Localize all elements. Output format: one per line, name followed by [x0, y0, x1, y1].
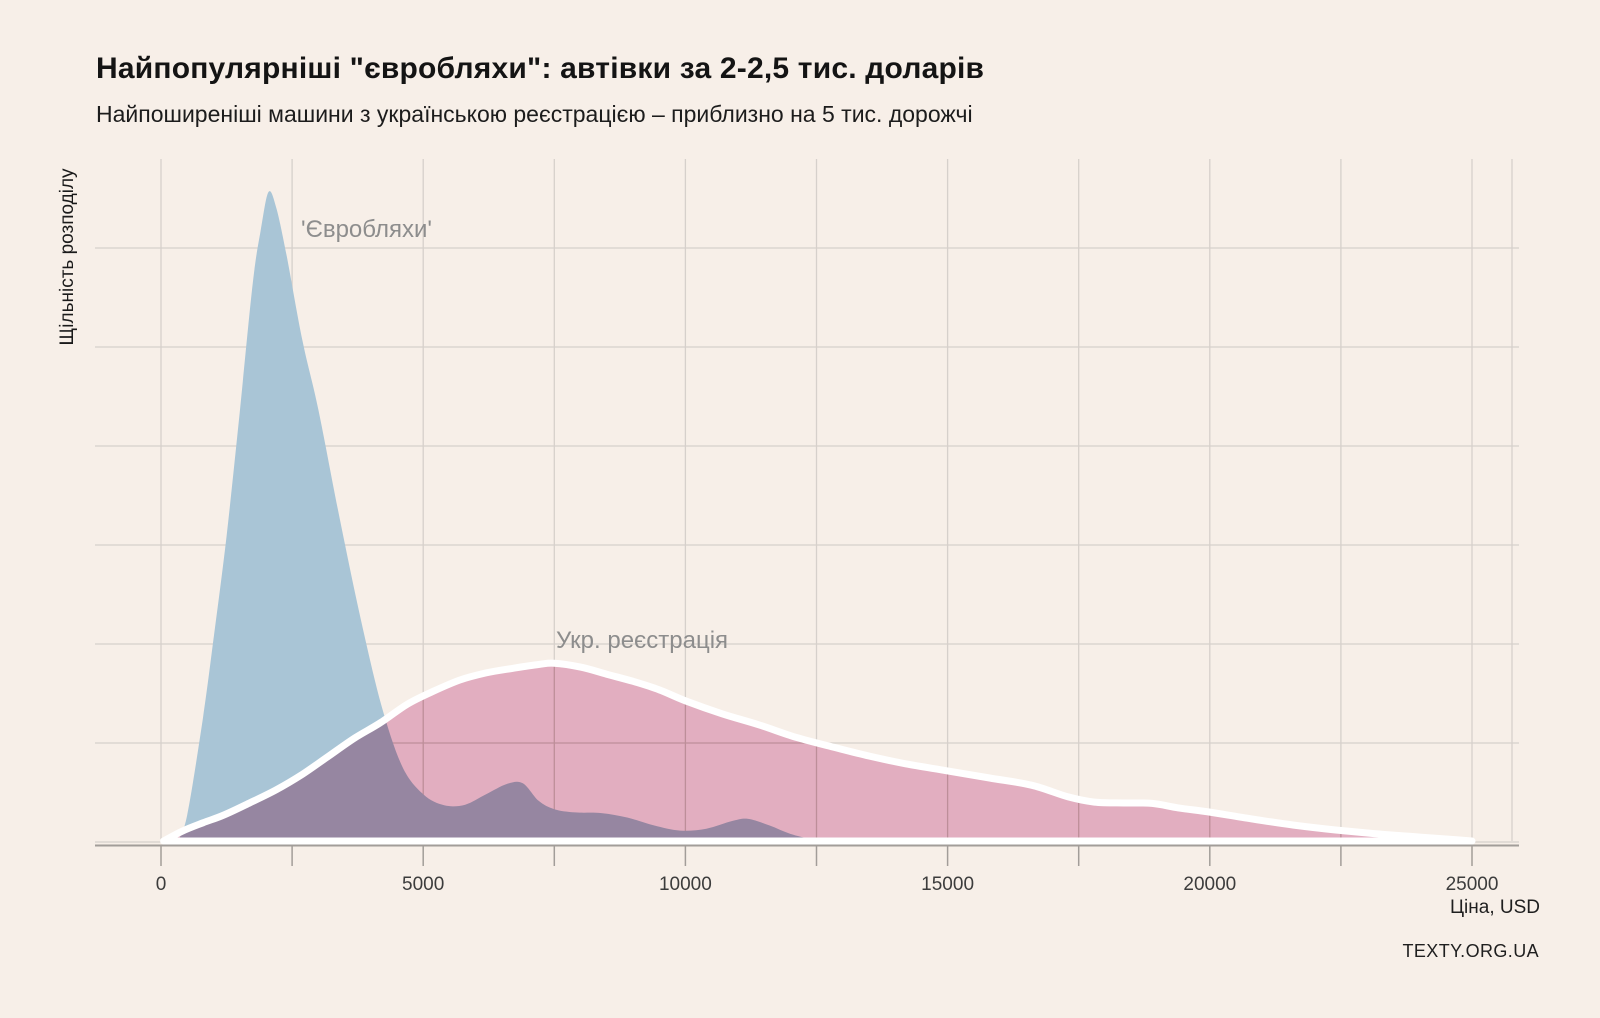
eurobliakhy-density-area	[177, 191, 828, 842]
chart-subtitle: Найпоширеніші машини з українською реєст…	[96, 101, 973, 127]
x-axis-ticks	[160, 846, 1473, 866]
watermark-texty: TEXTY.ORG.UA	[1402, 941, 1539, 961]
label-eurobliakhy: 'Євробляхи'	[301, 216, 432, 243]
ukr-registration-curve-outline	[160, 659, 1476, 845]
x-tick-label: 25000	[1445, 874, 1499, 895]
chart-title: Найпопулярніші "євробляхи": автівки за 2…	[96, 52, 985, 85]
x-tick-label: 5000	[402, 874, 445, 895]
x-tick-label: 0	[155, 874, 167, 895]
x-axis-title: Ціна, USD	[1449, 897, 1540, 918]
x-tick-label: 15000	[921, 874, 975, 895]
x-tick-label: 10000	[658, 874, 712, 895]
x-tick-label: 20000	[1183, 874, 1237, 895]
ukr-registration-density-area	[163, 663, 1473, 841]
label-ukr-registration: Укр. реєстрація	[556, 627, 729, 654]
